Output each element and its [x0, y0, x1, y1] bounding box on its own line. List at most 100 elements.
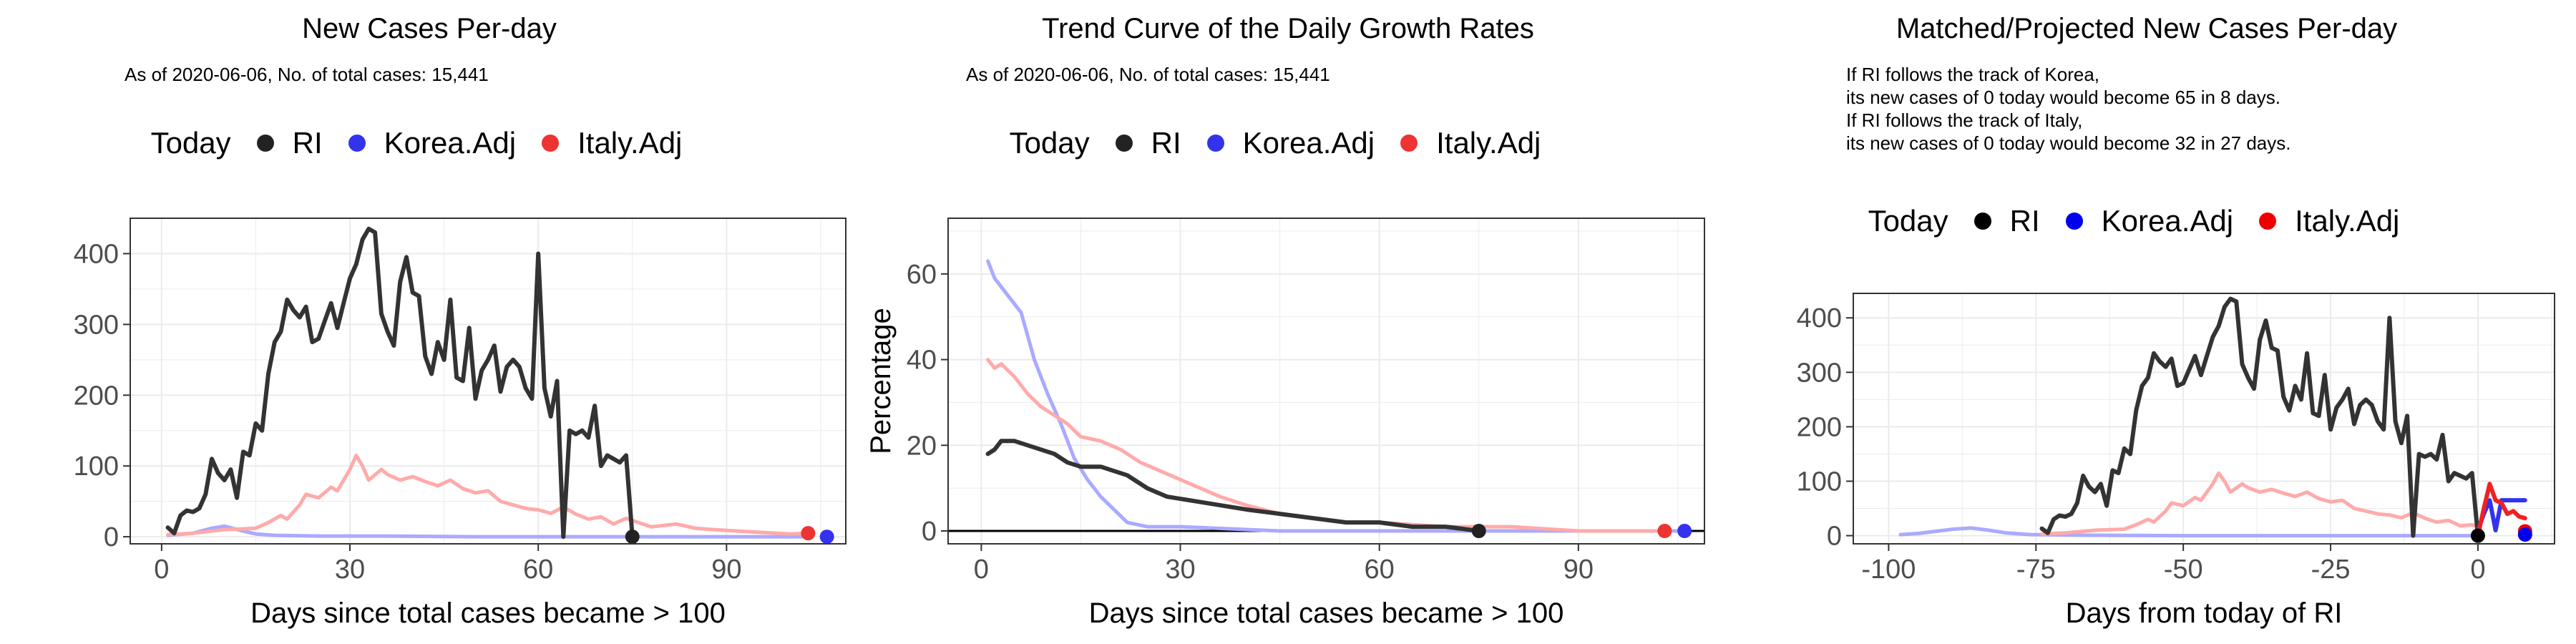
panel-growth-rates: 0 30 60 90 0 20 40 60 Days since total cases bec…: [859, 0, 1717, 644]
subtitle-line: If RI follows the track of Italy,: [1846, 109, 2083, 131]
x-tick-label: 30: [1165, 555, 1195, 585]
series-line-korea-adj: [1898, 526, 2480, 538]
subtitle-line: If RI follows the track of Korea,: [1846, 64, 2100, 85]
subtitle-line: its new cases of 0 today would become 65…: [1846, 87, 2281, 108]
chart-title: Trend Curve of the Daily Growth Rates: [1042, 13, 1534, 44]
x-axis-label: Days since total cases became > 100: [250, 597, 726, 629]
chart-subtitle: As of 2020-06-06, No. of total cases: 15…: [966, 63, 1330, 86]
legend-title: Today: [1868, 204, 1948, 238]
legend-label-ri: RI: [1151, 126, 1181, 160]
x-axis-label: Days since total cases became > 100: [1089, 597, 1564, 629]
legend-dot-italy: [542, 135, 560, 152]
subtitle-line: As of 2020-06-06, No. of total cases: 15…: [966, 64, 1330, 85]
legend: Today RI Korea.Adj Italy.Adj: [1717, 204, 2576, 238]
series-line-ri: [985, 439, 1481, 533]
y-tick-label: 60: [907, 260, 937, 290]
subtitle-line: As of 2020-06-06, No. of total cases: 15…: [125, 64, 489, 85]
x-tick-label: 0: [154, 555, 169, 585]
legend-label-korea: Korea.Adj: [2101, 204, 2234, 238]
x-axis-label: Days from today of RI: [2066, 597, 2343, 629]
legend-label-korea: Korea.Adj: [1242, 126, 1375, 160]
y-tick-label: 300: [74, 310, 119, 340]
plot-border: [1853, 293, 2555, 545]
y-tick-label: 300: [1797, 358, 1842, 388]
y-tick-label: 200: [74, 381, 119, 411]
x-tick-label: -100: [1861, 555, 1916, 585]
legend-dot-korea: [2065, 213, 2083, 230]
legend: Today RI Korea.Adj Italy.Adj: [859, 126, 1717, 160]
x-tick-label: 60: [523, 555, 553, 585]
today-point-italy-adj: [801, 526, 816, 541]
legend-item-korea: Korea.Adj: [1206, 126, 1375, 160]
y-tick-label: 20: [907, 431, 937, 461]
legend-dot-korea: [348, 135, 366, 152]
today-point-ri: [2470, 528, 2485, 543]
y-tick-label: 100: [74, 452, 119, 482]
today-point-korea-adj: [2517, 527, 2532, 542]
legend-dot-korea: [1206, 135, 1224, 152]
chart-projected: -100 -75 -50 -25 0 0 100 200 300 400 Days from tod…: [1797, 293, 2555, 629]
today-point-korea-adj: [819, 530, 834, 545]
legend-dot-italy: [1400, 135, 1418, 152]
series-line-korea-adj: [166, 524, 810, 539]
series-line-italy-adj-projection: [2475, 482, 2527, 538]
x-tick-label: 0: [974, 555, 989, 585]
x-tick-label: 0: [2470, 555, 2485, 585]
x-tick-label: 90: [1563, 555, 1594, 585]
chart-title: Matched/Projected New Cases Per-day: [1896, 13, 2398, 44]
legend-item-italy: Italy.Adj: [542, 126, 682, 160]
series-line-ri: [165, 226, 635, 540]
chart-subtitle: If RI follows the track of Korea, its ne…: [1846, 63, 2290, 155]
legend-dot-ri: [1115, 135, 1133, 152]
legend-label-italy: Italy.Adj: [1436, 126, 1541, 160]
x-tick-label: -50: [2164, 555, 2203, 585]
y-tick-label: 400: [1797, 303, 1842, 333]
x-tick-label: -25: [2311, 555, 2351, 585]
y-tick-label: 0: [104, 522, 119, 552]
legend-label-ri: RI: [2009, 204, 2040, 238]
legend-item-ri: RI: [1974, 204, 2040, 238]
series-line-italy-adj: [166, 453, 810, 537]
legend-item-italy: Italy.Adj: [2259, 204, 2399, 238]
plot-border: [947, 218, 1705, 545]
x-tick-label: 30: [335, 555, 365, 585]
chart-subtitle: As of 2020-06-06, No. of total cases: 15…: [125, 63, 489, 86]
legend-item-ri: RI: [256, 126, 323, 160]
legend-title: Today: [1009, 126, 1090, 160]
today-point-italy-adj: [1657, 524, 1672, 539]
grid: [1853, 293, 2555, 544]
series-line-ri: [2039, 296, 2480, 538]
legend-item-ri: RI: [1115, 126, 1181, 160]
x-tick-label: 60: [1365, 555, 1395, 585]
x-tick-label: 90: [711, 555, 741, 585]
grid: [948, 218, 1704, 544]
legend-title: Today: [150, 126, 231, 160]
chart-title: New Cases Per-day: [302, 13, 557, 44]
y-tick-label: 100: [1797, 467, 1842, 497]
plot-border: [130, 218, 847, 545]
y-tick-label: 200: [1797, 412, 1842, 442]
legend-item-korea: Korea.Adj: [348, 126, 516, 160]
panel-new-cases: 0 30 60 90 0 100 200 300 400 Days since total cas…: [0, 0, 859, 644]
y-tick-label: 400: [74, 239, 119, 269]
legend-item-italy: Italy.Adj: [1400, 126, 1541, 160]
y-axis-label: Percentage: [865, 308, 897, 454]
legend-dot-ri: [1974, 213, 1991, 230]
chart-new-cases: 0 30 60 90 0 100 200 300 400 Days since total cas…: [74, 218, 847, 629]
today-point-korea-adj: [1677, 524, 1692, 539]
today-point-ri: [1471, 524, 1486, 539]
x-tick-label: -75: [2016, 555, 2056, 585]
legend-label-italy: Italy.Adj: [577, 126, 683, 160]
legend-dot-ri: [256, 135, 274, 152]
legend-label-korea: Korea.Adj: [384, 126, 517, 160]
legend-item-korea: Korea.Adj: [2065, 204, 2234, 238]
subtitle-line: its new cases of 0 today would become 32…: [1846, 132, 2291, 154]
y-tick-label: 0: [922, 517, 937, 547]
legend-dot-italy: [2259, 213, 2277, 230]
legend-label-ri: RI: [292, 126, 323, 160]
y-tick-label: 40: [907, 346, 937, 376]
panel-projected: -100 -75 -50 -25 0 0 100 200 300 400 Days from tod…: [1717, 0, 2576, 644]
legend: Today RI Korea.Adj Italy.Adj: [0, 126, 859, 160]
legend-label-italy: Italy.Adj: [2295, 204, 2400, 238]
y-tick-label: 0: [1827, 522, 1842, 552]
